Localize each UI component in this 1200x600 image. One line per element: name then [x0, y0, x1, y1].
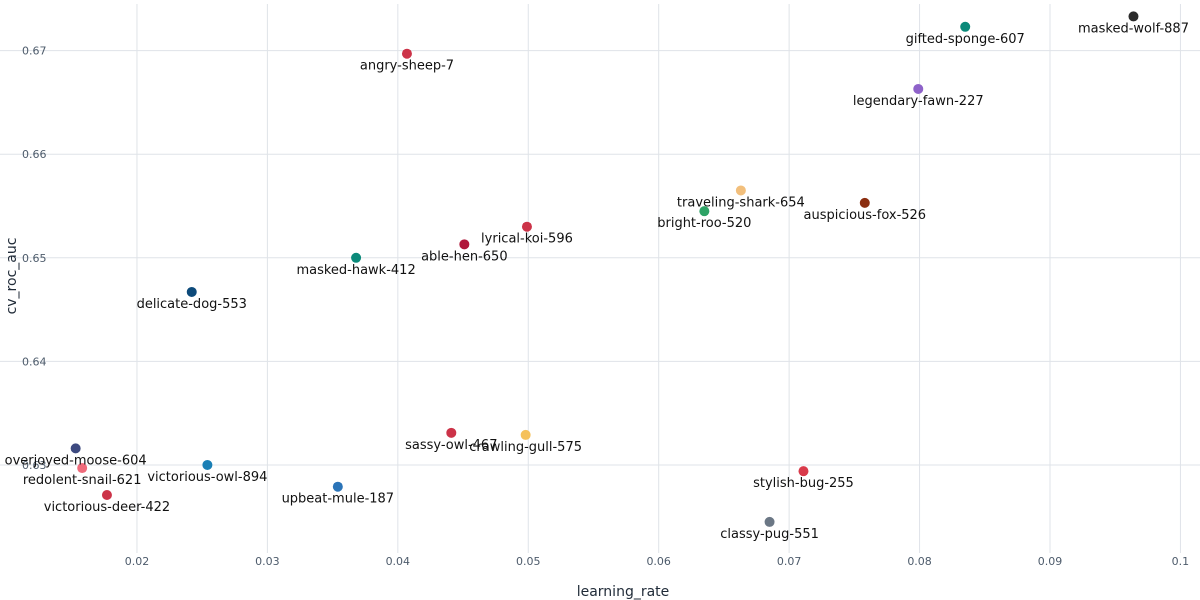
data-point	[735, 185, 746, 196]
point-label: upbeat-mule-187	[282, 492, 395, 507]
x-tick-labels: 0.02 0.03 0.04 0.05 0.06 0.07 0.08 0.09 0.1	[125, 555, 1189, 568]
data-point	[70, 443, 81, 454]
data-point	[401, 48, 412, 59]
x-gridlines	[136, 4, 1181, 553]
x-axis-title: learning_rate	[577, 584, 670, 600]
data-point	[77, 463, 88, 474]
point-label: victorious-deer-422	[44, 500, 170, 515]
point-label: lyrical-koi-596	[481, 232, 573, 247]
point-label: classy-pug-551	[720, 527, 819, 542]
data-point	[699, 206, 710, 217]
y-tick-label: 0.63	[22, 459, 47, 472]
y-gridlines	[0, 50, 1200, 466]
x-tick-label: 0.07	[777, 555, 802, 568]
data-point	[101, 489, 112, 500]
data-point	[1128, 11, 1139, 22]
x-tick-label: 0.05	[516, 555, 541, 568]
y-tick-label: 0.64	[22, 355, 47, 368]
data-point	[351, 252, 362, 263]
x-tick-label: 0.06	[646, 555, 671, 568]
data-point	[332, 481, 343, 492]
data-point	[764, 516, 775, 527]
point-label: able-hen-650	[421, 249, 508, 264]
data-point	[521, 221, 532, 232]
x-tick-label: 0.02	[125, 555, 150, 568]
y-tick-label: 0.65	[22, 252, 47, 265]
point-label: legendary-fawn-227	[853, 94, 984, 109]
point-label: angry-sheep-7	[360, 59, 454, 74]
data-point	[859, 197, 870, 208]
point-label: bright-roo-520	[657, 216, 751, 231]
point-label: masked-wolf-887	[1078, 21, 1189, 36]
x-tick-label: 0.03	[255, 555, 280, 568]
data-point	[459, 239, 470, 250]
y-axis-title: cv_roc_auc	[4, 238, 20, 315]
point-labels: masked-wolf-887 gifted-sponge-607 angry-sh…	[5, 21, 1189, 541]
data-points	[70, 11, 1139, 527]
y-tick-labels: 0.63 0.64 0.65 0.66 0.67	[22, 45, 47, 472]
data-point	[186, 286, 197, 297]
point-label: crawling-gull-575	[469, 440, 582, 455]
point-label: delicate-dog-553	[137, 297, 247, 312]
x-tick-label: 0.1	[1172, 555, 1190, 568]
data-point	[960, 21, 971, 32]
point-label: overjoyed-moose-604	[5, 453, 147, 468]
y-tick-label: 0.66	[22, 148, 47, 161]
data-point	[798, 466, 809, 477]
point-label: traveling-shark-654	[677, 195, 805, 210]
point-label: victorious-owl-894	[147, 470, 267, 485]
point-label: masked-hawk-412	[296, 263, 415, 278]
x-tick-label: 0.04	[386, 555, 411, 568]
data-point	[520, 429, 531, 440]
point-label: stylish-bug-255	[753, 476, 854, 491]
point-label: redolent-snail-621	[23, 473, 142, 488]
data-point	[202, 459, 213, 470]
y-tick-label: 0.67	[22, 45, 47, 58]
x-tick-label: 0.08	[907, 555, 932, 568]
x-tick-label: 0.09	[1038, 555, 1063, 568]
point-label: auspicious-fox-526	[803, 208, 926, 223]
point-label: sassy-owl-467	[405, 438, 497, 453]
point-label: gifted-sponge-607	[906, 32, 1025, 47]
data-point	[446, 427, 457, 438]
data-point	[913, 83, 924, 94]
